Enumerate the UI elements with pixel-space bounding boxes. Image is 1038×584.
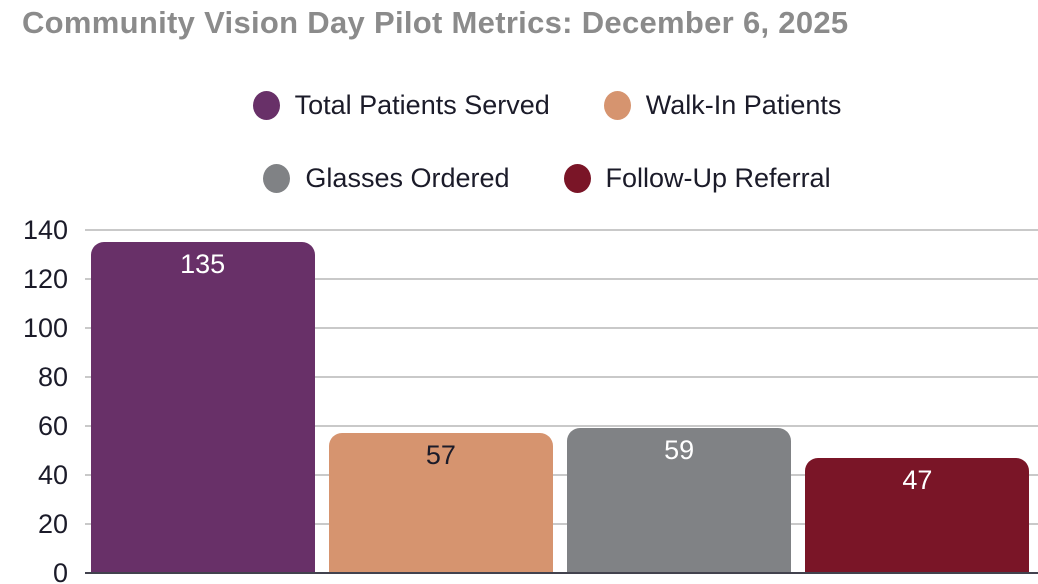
bar-walk-in-patients: 57 bbox=[328, 433, 553, 573]
bar-value-label: 59 bbox=[664, 435, 695, 466]
legend-label: Walk-In Patients bbox=[645, 89, 842, 120]
legend-label: Glasses Ordered bbox=[305, 162, 510, 193]
legend-marker-circle bbox=[263, 163, 291, 193]
chart-title: Community Vision Day Pilot Metrics: Dece… bbox=[22, 5, 849, 40]
bar-value-label: 57 bbox=[425, 440, 456, 471]
bar-follow-up-referral: 47 bbox=[805, 457, 1030, 573]
bar-value-label: 135 bbox=[180, 249, 226, 280]
legend-item-glasses-ordered: Glasses Ordered bbox=[263, 162, 510, 194]
y-axis-tick-label-80: 80 bbox=[37, 362, 68, 393]
gridline-40 bbox=[85, 474, 1038, 477]
legend-item-total-patients-served: Total Patients Served bbox=[252, 89, 550, 121]
legend-marker-circle bbox=[252, 90, 280, 120]
legend-marker-circle bbox=[603, 90, 631, 120]
gridline-140 bbox=[85, 229, 1038, 231]
y-axis-tick-label-0: 0 bbox=[52, 558, 68, 584]
gridline-100 bbox=[85, 327, 1038, 329]
legend-marker-circle bbox=[563, 163, 591, 193]
y-axis-tick-label-40: 40 bbox=[37, 460, 68, 491]
plot-region: 135 57 59 47 bbox=[85, 229, 1038, 574]
y-axis-tick-label-140: 140 bbox=[22, 215, 68, 245]
legend-item-walk-in-patients: Walk-In Patients bbox=[603, 89, 842, 121]
legend-label: Follow-Up Referral bbox=[605, 162, 831, 193]
bar-glasses-ordered: 59 bbox=[567, 428, 792, 573]
gridline-80 bbox=[85, 376, 1038, 379]
bar-value-label: 47 bbox=[902, 464, 933, 495]
legend-label: Total Patients Served bbox=[294, 89, 550, 120]
bar-total-patients-served: 135 bbox=[90, 242, 315, 573]
legend-row-2: Glasses Ordered Follow-Up Referral bbox=[0, 161, 1038, 195]
y-axis-tick-label-120: 120 bbox=[22, 264, 68, 294]
y-axis-tick-label-20: 20 bbox=[37, 509, 68, 540]
legend-row-1: Total Patients Served Walk-In Patients bbox=[0, 88, 1038, 122]
gridline-120 bbox=[85, 278, 1038, 280]
y-axis-tick-label-60: 60 bbox=[37, 411, 68, 441]
x-axis-line bbox=[85, 572, 1038, 574]
gridline-60 bbox=[85, 425, 1038, 427]
gridline-20 bbox=[85, 523, 1038, 526]
chart-area: 135 57 59 47 0 20 40 60 80 100 120 140 bbox=[0, 215, 1038, 584]
y-axis-tick-label-100: 100 bbox=[22, 313, 68, 343]
legend-item-follow-up-referral: Follow-Up Referral bbox=[563, 162, 831, 194]
